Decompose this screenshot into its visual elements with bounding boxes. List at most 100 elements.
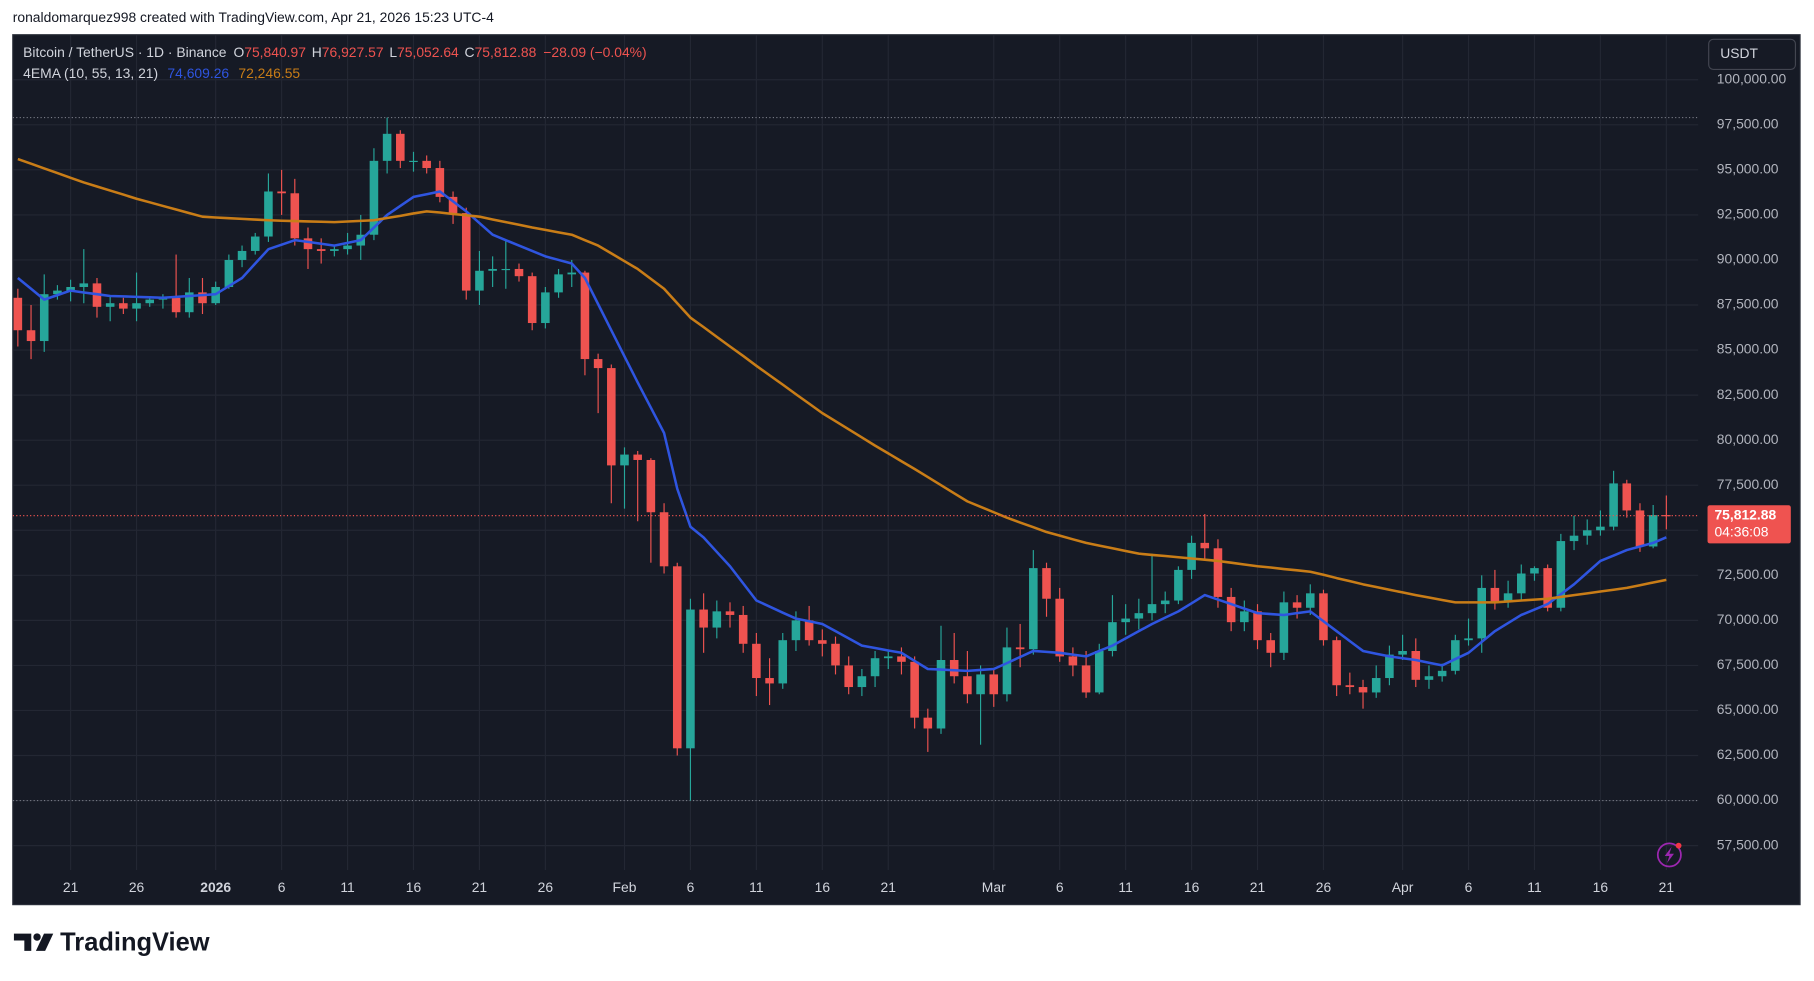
y-tick-label: 82,500.00 xyxy=(1717,386,1779,402)
candle-body xyxy=(580,272,590,360)
candle-body xyxy=(804,620,814,641)
icon-bolt[interactable] xyxy=(1664,846,1674,864)
candle-body xyxy=(1147,604,1157,614)
candle-body xyxy=(1635,510,1645,547)
indicator-value: 72,246.55 xyxy=(238,65,300,81)
candle-body xyxy=(1015,647,1025,650)
candle-body xyxy=(488,268,497,271)
y-tick-label: 65,000.00 xyxy=(1717,701,1779,717)
candle-body xyxy=(541,292,550,324)
y-tick-label: 87,500.00 xyxy=(1717,296,1779,312)
candle-body xyxy=(396,133,405,161)
candle-body xyxy=(105,303,115,307)
legend: Bitcoin / TetherUS · 1D · Binance O75,840… xyxy=(23,44,646,60)
legend-key: H xyxy=(312,44,322,60)
candle-body xyxy=(527,276,537,324)
x-tick-label: 11 xyxy=(749,879,764,895)
x-tick-label: 6 xyxy=(1056,879,1064,895)
candle-body xyxy=(1477,587,1486,639)
candle-body xyxy=(1385,654,1394,679)
candle-body xyxy=(119,303,128,309)
candle-body xyxy=(1068,656,1078,666)
indicator-legend: 4EMA (10, 55, 13, 21) 74,609.26 72,246.55 xyxy=(23,65,300,81)
candle-body xyxy=(554,274,563,293)
candle-body xyxy=(818,640,827,644)
candle-body xyxy=(725,611,735,615)
candle-body xyxy=(26,330,36,342)
candle-body xyxy=(686,609,695,749)
candle-body xyxy=(1582,530,1592,536)
candle-body xyxy=(765,678,774,684)
y-tick-label: 67,500.00 xyxy=(1717,656,1779,672)
candle-body xyxy=(1055,598,1064,657)
candle-body xyxy=(145,299,155,304)
x-tick-label: 21 xyxy=(1250,879,1266,895)
x-tick-label: 11 xyxy=(340,879,355,895)
candle-body xyxy=(1266,640,1275,653)
candle-body xyxy=(448,196,458,214)
header: ronaldomarquez998 created with TradingVi… xyxy=(13,9,494,25)
x-tick-label: 21 xyxy=(881,879,897,895)
y-tick-label: 100,000.00 xyxy=(1717,70,1787,86)
candle-body xyxy=(1029,568,1038,650)
candle-body xyxy=(659,512,669,567)
candle-body xyxy=(620,454,629,466)
x-tick-label: Apr xyxy=(1392,879,1414,895)
countdown: 04:36:08 xyxy=(1714,524,1768,540)
logo-t xyxy=(13,933,32,951)
candle-body xyxy=(1174,569,1183,601)
y-tick-label: 92,500.00 xyxy=(1717,206,1779,222)
candle-body xyxy=(132,303,141,309)
candle-body xyxy=(224,259,234,287)
indicator-value: 74,609.26 xyxy=(167,65,229,81)
legend-key: O xyxy=(233,44,244,60)
candle-body xyxy=(264,191,273,237)
candle-body xyxy=(989,674,999,695)
icon-circle[interactable] xyxy=(1656,842,1682,868)
candle-body xyxy=(870,658,880,677)
candle-body xyxy=(1345,685,1355,688)
candle-body xyxy=(1305,593,1315,608)
candle-body xyxy=(39,294,49,342)
currency[interactable]: USDT xyxy=(1720,45,1758,61)
candle-body xyxy=(475,270,484,291)
legend-change: −28.09 (−0.04%) xyxy=(543,44,646,60)
brand: TradingView xyxy=(60,929,210,957)
icon-dot[interactable] xyxy=(1675,842,1682,849)
candle-body xyxy=(461,213,471,291)
candle-body xyxy=(923,717,933,729)
candle-body xyxy=(1240,611,1249,623)
chart-panel xyxy=(12,34,1801,906)
x-tick-label: 6 xyxy=(1465,879,1473,895)
lightning-icon[interactable] xyxy=(1656,842,1682,868)
candle-body xyxy=(1530,568,1539,574)
y-tick-label: 70,000.00 xyxy=(1717,611,1779,627)
candle-body xyxy=(831,643,840,666)
candle-body xyxy=(330,249,339,251)
currency-button[interactable] xyxy=(1708,38,1797,70)
candle-body xyxy=(435,168,445,197)
candle-body xyxy=(66,286,75,291)
candle-body xyxy=(1424,676,1434,680)
candle-body xyxy=(1437,670,1447,677)
candle-body xyxy=(1411,650,1421,680)
candle-body xyxy=(316,249,326,251)
logo-slash xyxy=(35,933,54,951)
candle-body xyxy=(1358,687,1368,693)
y-tick-label: 90,000.00 xyxy=(1717,251,1779,267)
candle-body xyxy=(1332,640,1341,686)
candle-body xyxy=(277,191,286,194)
candle-body xyxy=(712,611,722,628)
y-tick-label: 72,500.00 xyxy=(1717,566,1779,582)
candle-body xyxy=(185,292,194,313)
candle-body xyxy=(1543,568,1552,608)
x-tick-label: 21 xyxy=(1659,879,1675,895)
y-tick-label: 60,000.00 xyxy=(1717,791,1779,807)
candle-body xyxy=(79,283,89,287)
candle-body xyxy=(963,676,972,695)
candle-body xyxy=(1226,596,1236,623)
candle-body xyxy=(303,238,313,250)
candle-body xyxy=(1622,483,1632,511)
x-tick-label: 6 xyxy=(278,879,286,895)
